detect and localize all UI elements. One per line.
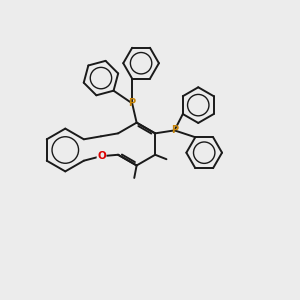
Text: O: O bbox=[97, 151, 106, 161]
Text: P: P bbox=[129, 98, 136, 108]
Text: P: P bbox=[171, 125, 178, 135]
